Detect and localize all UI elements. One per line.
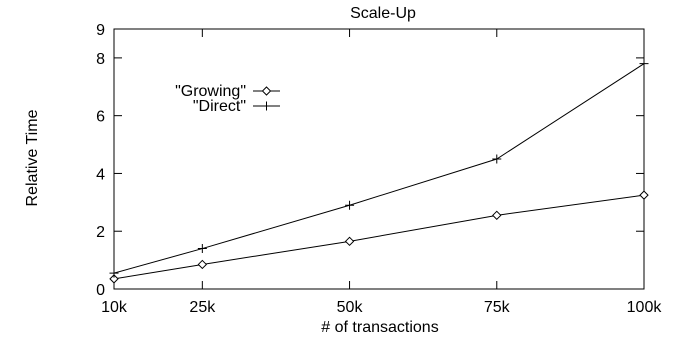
legend-marker-direct (262, 101, 271, 111)
x-tick-label: 10k (101, 299, 128, 316)
data-point-direct (492, 154, 502, 164)
plot-area: 0 2 4 6 8 9 10k 25k 50k 75k 100k "Growing""Direct" (96, 22, 662, 316)
y-tick-label: 4 (96, 166, 105, 183)
series-line-growing (113, 194, 645, 280)
data-point-growing (639, 190, 649, 200)
data-point-direct (639, 59, 649, 69)
data-point-growing (109, 274, 119, 284)
legend-label-growing: "Growing" (175, 83, 246, 100)
x-tick-label: 100k (627, 299, 663, 316)
x-tick-label: 75k (484, 299, 511, 316)
y-tick-label: 0 (96, 282, 105, 299)
y-tick-label: 2 (96, 224, 105, 241)
legend-label-direct: "Direct" (193, 98, 246, 115)
x-axis-title: # of transactions (321, 319, 438, 336)
y-tick-label: 8 (96, 51, 105, 68)
x-tick-label: 25k (189, 299, 216, 316)
y-tick-label: 6 (96, 109, 105, 126)
y-axis-title: Relative Time (24, 109, 41, 206)
legend-marker-growing (261, 86, 272, 96)
data-point-growing (197, 259, 208, 270)
plot-frame (113, 28, 645, 290)
data-point-growing (344, 236, 355, 247)
data-point-direct (197, 244, 207, 254)
data-point-direct (109, 268, 119, 278)
x-tick-label: 50k (337, 299, 364, 316)
data-point-direct (345, 200, 355, 210)
y-tick-label: 9 (96, 22, 105, 39)
data-point-growing (492, 210, 502, 221)
chart-title: Scale-Up (350, 5, 416, 22)
